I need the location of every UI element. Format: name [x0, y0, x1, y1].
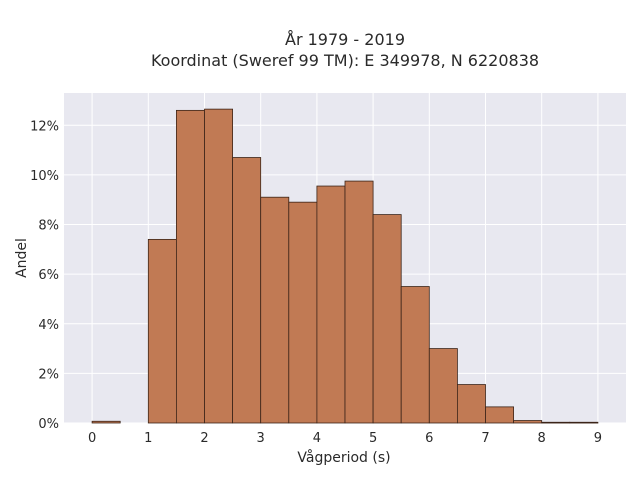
histogram-bar [288, 201, 318, 424]
histogram-bar [485, 406, 515, 424]
histogram-bar [260, 196, 290, 424]
histogram-bar [372, 214, 402, 424]
histogram-bar [513, 420, 543, 424]
x-tick-label: 2 [200, 431, 208, 446]
histogram-bar [232, 157, 262, 424]
x-tick-label: 3 [257, 431, 265, 446]
bars [91, 108, 599, 424]
y-tick-label: 2% [38, 367, 59, 382]
y-tick-label: 4% [38, 318, 59, 333]
x-tick-label: 7 [481, 431, 489, 446]
x-tick-labels: 0 1 2 3 4 5 6 7 8 9 [88, 431, 602, 446]
histogram-bar [175, 109, 205, 424]
histogram-bar [400, 286, 430, 424]
y-tick-labels: 0% 2% 4% 6% 8% 10% 12% [30, 119, 59, 432]
x-tick-label: 4 [313, 431, 321, 446]
histogram-bar [569, 421, 599, 424]
histogram-bar [456, 384, 486, 424]
x-tick-label: 9 [594, 431, 602, 446]
chart-title-coordinate: Koordinat (Sweref 99 TM): E 349978, N 62… [151, 51, 539, 70]
histogram-bar [147, 238, 177, 424]
histogram-bar [344, 180, 374, 424]
y-tick-label: 8% [38, 219, 59, 234]
x-tick-label: 5 [369, 431, 377, 446]
x-tick-label: 0 [88, 431, 96, 446]
y-tick-label: 10% [30, 169, 59, 184]
histogram-bar [316, 185, 346, 424]
chart-title-years: År 1979 - 2019 [285, 30, 405, 49]
histogram-bar [204, 108, 234, 424]
histogram-bar [541, 421, 571, 424]
y-tick-label: 12% [30, 119, 59, 134]
y-axis-label: Andel [14, 238, 30, 278]
x-axis-label: Vågperiod (s) [297, 449, 390, 466]
x-tick-label: 8 [538, 431, 546, 446]
x-tick-label: 6 [425, 431, 433, 446]
x-tick-label: 1 [144, 431, 152, 446]
y-tick-label: 0% [38, 417, 59, 432]
y-tick-label: 6% [38, 268, 59, 283]
histogram-bar [91, 420, 121, 424]
histogram-bar [428, 348, 458, 424]
